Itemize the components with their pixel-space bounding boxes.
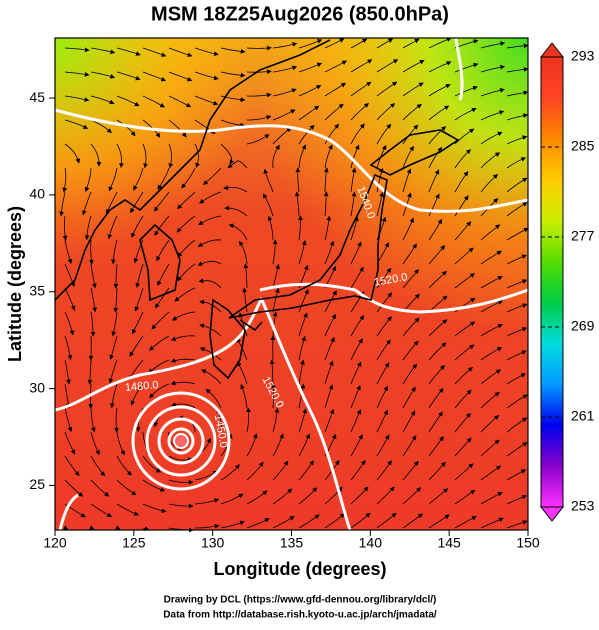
colorbar-label: 293 (571, 48, 595, 64)
y-tick-label: 25 (29, 476, 45, 492)
x-tick-label: 120 (43, 535, 67, 551)
colorbar-label: 261 (571, 408, 595, 424)
colorbar-label: 285 (571, 138, 595, 154)
x-tick-label: 125 (122, 535, 146, 551)
y-tick-label: 45 (29, 89, 45, 105)
y-tick-label: 35 (29, 282, 45, 298)
x-axis-label: Longitude (degrees) (213, 559, 386, 579)
colorbar-label: 277 (571, 228, 595, 244)
colorbar-top (541, 43, 563, 57)
x-tick-label: 140 (359, 535, 383, 551)
colorbar (541, 57, 563, 507)
x-tick-label: 150 (516, 535, 540, 551)
credit: Drawing by DCL (https://www.gfd-dennou.o… (164, 595, 437, 606)
x-tick-label: 145 (437, 535, 461, 551)
y-tick-label: 40 (29, 186, 45, 202)
y-axis-label: Latitude (degrees) (5, 206, 25, 362)
title: MSM 18Z25Aug2026 (850.0hPa) (151, 3, 449, 25)
colorbar-bottom (541, 507, 563, 521)
y-tick-label: 30 (29, 379, 45, 395)
colorbar-label: 253 (571, 498, 595, 514)
credit: Data from http://database.rish.kyoto-u.a… (163, 610, 437, 621)
typhoon-eye (174, 434, 188, 448)
x-tick-label: 130 (201, 535, 225, 551)
colorbar-label: 269 (571, 318, 595, 334)
x-tick-label: 135 (280, 535, 304, 551)
